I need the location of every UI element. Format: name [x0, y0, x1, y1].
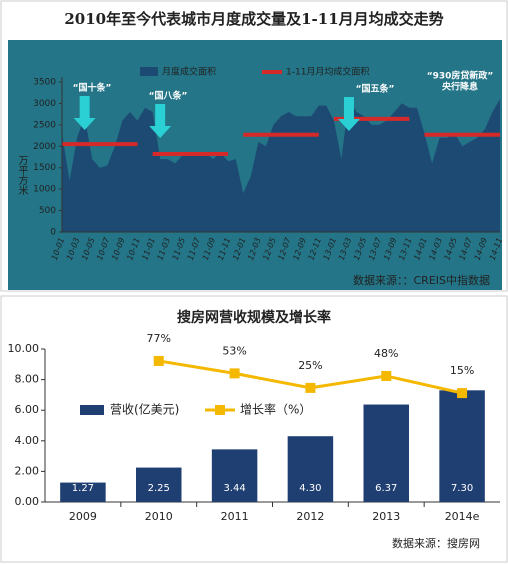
y-tick-label: 2500	[33, 120, 56, 130]
y-tick-label: 2000	[33, 142, 56, 152]
data-label: 4.30	[299, 483, 321, 494]
x-tick-label: 2013	[372, 510, 400, 523]
x-tick-label: 2009	[69, 510, 97, 523]
x-tick-label: 2011	[221, 510, 249, 523]
annotation: “国八条”	[149, 90, 188, 102]
x-tick-label: 2014e	[445, 510, 480, 523]
y-tick-label: 3000	[33, 99, 56, 109]
data-label: 1.27	[72, 483, 94, 494]
chart-title: 搜房网营收规模及增长率	[177, 309, 331, 326]
annotation: 央行降息	[442, 81, 478, 93]
growth-marker	[153, 355, 164, 366]
y-axis-label: 万平方米	[16, 155, 28, 196]
x-tick-label: 2012	[296, 510, 324, 523]
bar	[211, 449, 258, 502]
data-label: 48%	[374, 347, 398, 360]
y-tick-label: 6.00	[15, 403, 40, 416]
x-tick-label: 2010	[145, 510, 173, 523]
average-line	[62, 116, 500, 156]
y-tick-label: 4.00	[15, 434, 40, 447]
annotation: “930房贷新政”	[427, 70, 494, 82]
y-tick-label: 1000	[33, 185, 56, 195]
y-tick-label: 0.00	[15, 495, 40, 508]
data-label: 7.30	[451, 483, 473, 494]
growth-marker	[457, 388, 468, 399]
data-label: 2.25	[148, 483, 170, 494]
y-tick-label: 3500	[33, 78, 56, 88]
y-tick-label: 2.00	[15, 464, 40, 477]
bar	[60, 482, 106, 502]
legend-label: 月度成交面积	[162, 66, 216, 78]
y-tick-label: 8.00	[15, 373, 40, 386]
legend-label: 1-11月月均成交面积	[286, 66, 369, 78]
annotation-arrow	[337, 97, 360, 131]
legend-swatch	[140, 67, 158, 76]
legend-swatch	[215, 405, 225, 415]
growth-marker	[381, 370, 392, 381]
y-tick-label: 500	[39, 206, 56, 216]
chart-title: 2010年至今代表城市月度成交量及1-11月月均成交走势	[64, 10, 443, 28]
growth-marker	[305, 382, 316, 393]
annotation: “国十条”	[73, 82, 112, 94]
legend-label: 增长率（%）	[240, 402, 311, 417]
bar	[136, 467, 182, 502]
y-tick-label: 0	[50, 228, 56, 238]
data-label: 53%	[222, 344, 246, 357]
bar	[439, 390, 485, 502]
data-label: 77%	[147, 332, 171, 345]
annotation-arrow	[73, 96, 96, 130]
data-label: 3.44	[223, 483, 245, 494]
legend-swatch	[80, 405, 104, 415]
source: 数据来源：搜房网	[392, 536, 480, 550]
y-tick-label: 1500	[33, 163, 56, 173]
bar	[363, 404, 409, 502]
legend-label: 营收(亿美元)	[110, 402, 179, 417]
data-label: 25%	[298, 359, 322, 372]
bar	[287, 436, 334, 502]
growth-marker	[229, 368, 240, 379]
source: 数据来源：：CREIS中指数据	[353, 273, 490, 287]
annotation: “国五条”	[356, 83, 395, 95]
data-label: 6.37	[375, 483, 397, 494]
y-tick-label: 10.00	[8, 342, 40, 355]
annotation-arrow	[149, 104, 172, 138]
bottom-frame	[0, 295, 508, 563]
data-label: 15%	[450, 364, 474, 377]
area	[62, 99, 500, 233]
